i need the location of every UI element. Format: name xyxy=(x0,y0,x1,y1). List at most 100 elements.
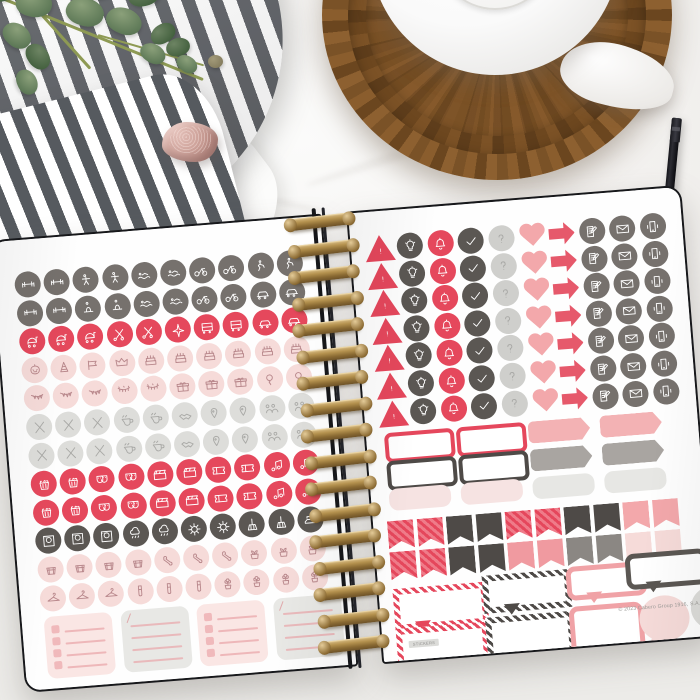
sticker-circle-balloon[interactable] xyxy=(255,365,284,394)
sticker-circle-cutlery[interactable] xyxy=(85,436,114,465)
sticker-note-pencil[interactable] xyxy=(582,272,611,301)
sticker-circle-gift[interactable] xyxy=(226,368,255,397)
sticker-envelope-mail[interactable] xyxy=(621,379,650,408)
checkbox[interactable] xyxy=(52,636,61,646)
sticker-heart[interactable] xyxy=(517,222,545,250)
sticker-note-pencil[interactable] xyxy=(589,354,618,383)
sticker-circle-swimming[interactable] xyxy=(130,261,159,290)
pale-label-gray[interactable] xyxy=(603,466,668,494)
sticker-circle-clothespin[interactable] xyxy=(155,574,184,603)
sticker-circle-gift[interactable] xyxy=(168,372,197,401)
sticker-circle-swimming[interactable] xyxy=(161,287,190,316)
sticker-question-mark[interactable] xyxy=(500,389,529,418)
sticker-question-mark[interactable] xyxy=(495,334,524,363)
sticker-circle-location-pin[interactable] xyxy=(228,396,257,425)
sticker-circle-film-clapper[interactable] xyxy=(146,460,175,489)
pale-label-pink[interactable] xyxy=(388,484,452,512)
sticker-circle-music-notes[interactable] xyxy=(264,479,293,508)
sticker-warning-triangle[interactable] xyxy=(370,316,403,345)
checkbox[interactable] xyxy=(206,648,216,658)
sticker-heart[interactable] xyxy=(529,359,557,387)
sticker-right-arrow[interactable] xyxy=(550,247,578,275)
sticker-mobile-phone[interactable] xyxy=(651,377,680,406)
checkbox[interactable] xyxy=(53,648,62,658)
sticker-circle-theater-masks[interactable] xyxy=(119,491,148,520)
banner-flag-sticker[interactable] xyxy=(475,512,503,542)
solid-label-pink[interactable] xyxy=(527,417,591,444)
sticker-circle-theater-masks[interactable] xyxy=(87,465,116,494)
sticker-circle-party-hat[interactable] xyxy=(49,353,78,382)
sticker-circle-bus[interactable] xyxy=(192,313,221,342)
sticker-circle-bus[interactable] xyxy=(222,311,251,340)
sticker-question-mark[interactable] xyxy=(489,251,518,280)
sticker-idea-lightbulb[interactable] xyxy=(402,314,431,343)
sticker-circle-gift[interactable] xyxy=(197,370,226,399)
sticker-idea-lightbulb[interactable] xyxy=(409,396,438,425)
sticker-circle-washing-machine[interactable] xyxy=(63,524,92,553)
sticker-circle-weightlifting[interactable] xyxy=(16,298,45,327)
banner-flag-sticker[interactable] xyxy=(416,517,444,547)
sticker-circle-coffee-cup[interactable] xyxy=(114,434,143,463)
sticker-circle-music-notes[interactable] xyxy=(262,451,291,480)
sticker-envelope-mail[interactable] xyxy=(608,214,637,243)
sticker-circle-meditation[interactable] xyxy=(103,291,132,320)
sticker-checkmark[interactable] xyxy=(463,309,492,338)
sticker-circle-flower-pot[interactable] xyxy=(271,565,300,594)
sticker-circle-ticket[interactable] xyxy=(233,453,262,482)
sticker-mobile-phone[interactable] xyxy=(640,239,669,268)
sticker-circle-flower-pot[interactable] xyxy=(242,567,271,596)
sticker-circle-broom[interactable] xyxy=(267,508,296,537)
sticker-circle-virus[interactable] xyxy=(208,512,237,541)
sticker-note-pencil[interactable] xyxy=(580,244,609,273)
sticker-circle-baby-carriage[interactable] xyxy=(47,325,76,354)
banner-flag-sticker[interactable] xyxy=(595,534,623,564)
banner-flag-sticker[interactable] xyxy=(593,503,621,533)
sticker-circle-baby-carriage[interactable] xyxy=(76,322,105,351)
sticker-note-pencil[interactable] xyxy=(584,299,613,328)
sticker-circle-laundry-basket[interactable] xyxy=(94,550,123,579)
sticker-idea-lightbulb[interactable] xyxy=(400,286,429,315)
banner-flag-sticker[interactable] xyxy=(448,545,476,575)
sticker-right-arrow[interactable] xyxy=(561,385,589,413)
sticker-circle-bunting[interactable] xyxy=(81,379,110,408)
sticker-circle-swimming[interactable] xyxy=(132,289,161,318)
sticker-circle-yoga-pose[interactable] xyxy=(101,263,130,292)
sticker-circle-popcorn[interactable] xyxy=(61,496,90,525)
sticker-circle-weightlifting[interactable] xyxy=(45,296,74,325)
sticker-circle-safety-pin[interactable] xyxy=(182,543,211,572)
solid-label-gray[interactable] xyxy=(601,439,665,466)
sticker-circle-running[interactable] xyxy=(246,251,275,280)
sticker-circle-washing-machine[interactable] xyxy=(34,526,63,555)
sticker-circle-weightlifting[interactable] xyxy=(13,270,42,299)
sticker-note-pencil[interactable] xyxy=(591,382,620,411)
sticker-envelope-mail[interactable] xyxy=(619,352,648,381)
right-banner-grid[interactable] xyxy=(348,187,679,214)
sticker-circle-plant-pot[interactable] xyxy=(269,536,298,565)
sticker-circle-safety-pin[interactable] xyxy=(153,546,182,575)
sticker-checkmark[interactable] xyxy=(465,336,494,365)
checkbox[interactable] xyxy=(54,660,63,670)
banner-flag-sticker[interactable] xyxy=(389,550,417,580)
sticker-circle-group-people[interactable] xyxy=(260,422,289,451)
sticker-circle-cake[interactable] xyxy=(137,346,166,375)
sticker-circle-popcorn[interactable] xyxy=(58,467,87,496)
sticker-circle-baby-carriage[interactable] xyxy=(18,327,47,356)
speech-bubble-square-dark[interactable] xyxy=(484,610,578,665)
sticker-circle-clothespin[interactable] xyxy=(184,572,213,601)
sticker-idea-lightbulb[interactable] xyxy=(396,231,425,260)
sticker-heart[interactable] xyxy=(520,249,548,277)
sticker-circle-garland[interactable] xyxy=(139,375,168,404)
sticker-circle-ticket[interactable] xyxy=(204,455,233,484)
sticker-alarm-bell[interactable] xyxy=(433,311,462,340)
sticker-right-arrow[interactable] xyxy=(548,219,576,247)
sticker-heart[interactable] xyxy=(531,387,559,415)
checkbox[interactable] xyxy=(51,625,60,634)
sticker-circle-cake[interactable] xyxy=(224,339,253,368)
banner-flag-sticker[interactable] xyxy=(652,498,680,528)
sticker-question-mark[interactable] xyxy=(498,361,527,390)
sticker-circle-plant-pot[interactable] xyxy=(240,539,269,568)
banner-flag-sticker[interactable] xyxy=(505,510,533,540)
checklist-note-pink[interactable] xyxy=(43,611,117,680)
right-sticker-sheet[interactable]: © 2023 Cabero Group 1916, S.A. STICKERS xyxy=(345,184,700,665)
sticker-circle-popcorn[interactable] xyxy=(32,498,61,527)
